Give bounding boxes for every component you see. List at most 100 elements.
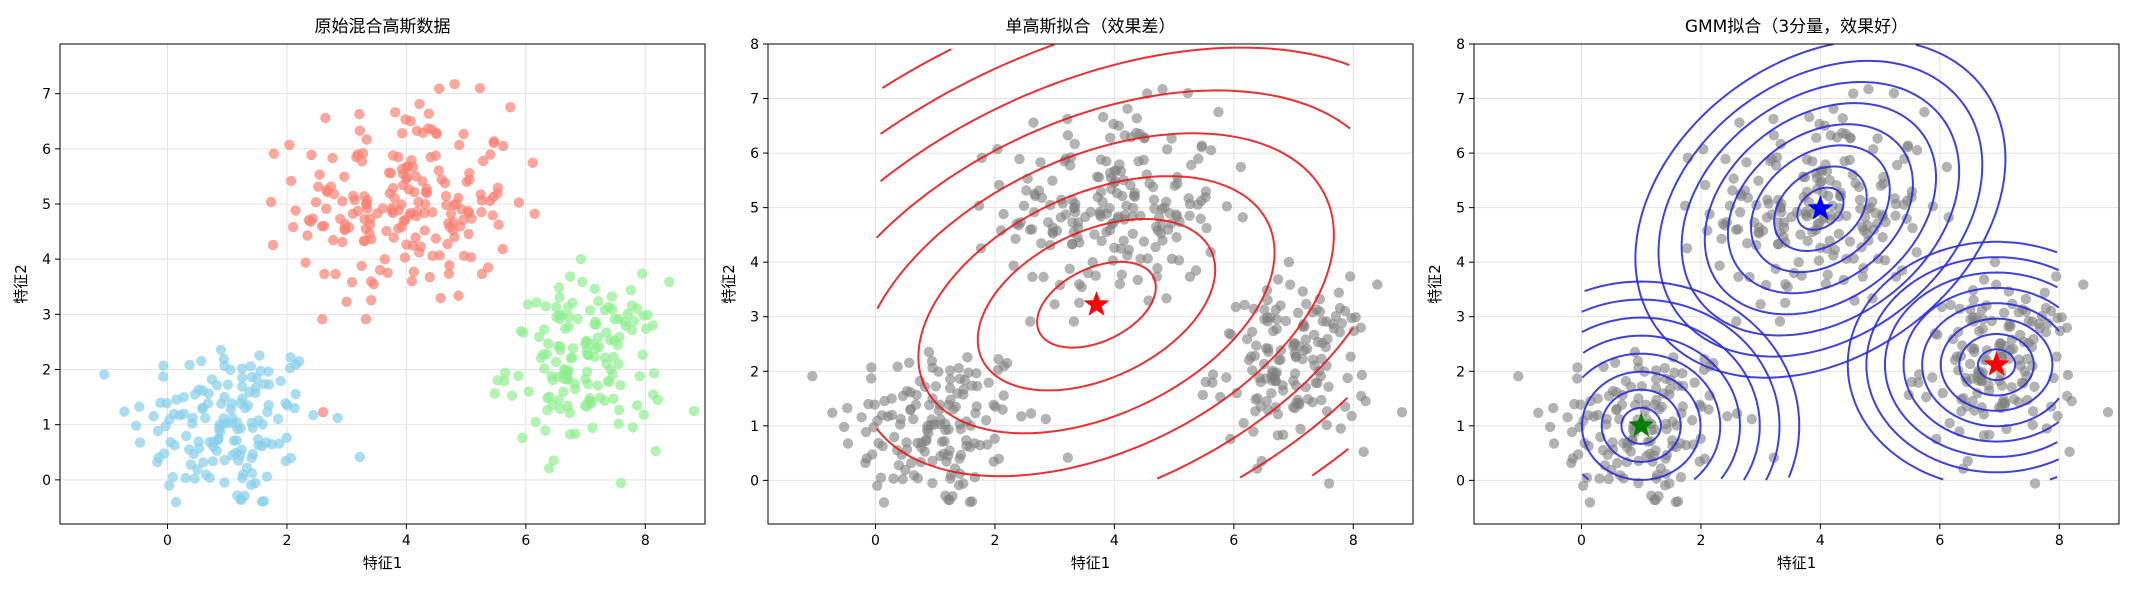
data-point — [2015, 329, 2026, 340]
data-point — [2052, 410, 2063, 422]
data-point — [608, 393, 619, 404]
data-point — [1872, 218, 1883, 229]
data-point — [1562, 412, 1573, 423]
data-point — [539, 324, 550, 335]
data-point — [330, 268, 341, 280]
data-point — [539, 363, 550, 374]
data-point — [1095, 211, 1107, 222]
data-point — [1868, 144, 1879, 155]
data-point — [1651, 394, 1662, 406]
data-point — [1844, 236, 1856, 247]
data-point — [1863, 84, 1874, 95]
data-point — [474, 83, 486, 94]
y-tick-label: 3 — [42, 307, 51, 323]
data-point — [1235, 161, 1247, 173]
data-point — [856, 412, 867, 423]
data-point — [2023, 316, 2034, 327]
data-point — [1297, 353, 1308, 365]
data-point — [1857, 221, 1868, 232]
data-point — [1350, 312, 1361, 323]
data-point — [1813, 255, 1825, 266]
data-point — [435, 292, 446, 304]
data-point — [250, 477, 261, 489]
data-point — [275, 375, 286, 387]
data-points — [807, 84, 1408, 508]
data-point — [587, 422, 598, 433]
data-point — [544, 391, 555, 402]
data-point — [1255, 376, 1266, 388]
data-point — [971, 401, 982, 412]
data-point — [927, 477, 938, 489]
data-point — [1911, 145, 1923, 156]
data-point — [1334, 302, 1346, 314]
data-point — [1857, 271, 1869, 282]
contour-line — [1921, 302, 2060, 428]
data-point — [602, 376, 613, 387]
data-point — [559, 365, 571, 377]
data-point — [1611, 404, 1622, 416]
x-axis-label: 特征1 — [363, 554, 403, 572]
data-point — [408, 266, 419, 277]
data-point — [1278, 429, 1289, 440]
data-point — [1844, 154, 1855, 166]
data-point — [1902, 141, 1913, 153]
data-point — [337, 236, 348, 248]
contour-line — [1600, 388, 1682, 463]
center-markers — [1083, 290, 1110, 316]
data-point — [396, 199, 407, 210]
data-point — [531, 297, 542, 308]
data-point — [933, 366, 944, 377]
data-point — [443, 268, 454, 279]
data-point — [400, 114, 411, 125]
data-point — [211, 445, 222, 456]
data-point — [638, 409, 649, 420]
ticks: 0 2 4 6 8 0 1 2 3 4 5 6 7 8 — [750, 37, 1358, 549]
data-point — [613, 418, 624, 429]
data-point — [401, 239, 412, 250]
data-point — [2039, 287, 2050, 298]
data-point — [1372, 279, 1383, 290]
data-point — [552, 341, 564, 352]
data-point — [1016, 411, 1027, 422]
data-point — [487, 210, 498, 221]
contour-line — [1581, 352, 1722, 481]
data-point — [1087, 257, 1098, 268]
data-point — [1245, 351, 1257, 362]
contours — [1581, 44, 2060, 481]
data-point — [2051, 351, 2062, 362]
data-point — [1064, 263, 1075, 274]
x-tick-label: 0 — [163, 533, 172, 549]
data-point — [1872, 133, 1883, 144]
data-point — [366, 276, 377, 287]
data-point — [1316, 394, 1327, 406]
data-point — [1753, 175, 1764, 186]
y-tick-label: 0 — [1456, 473, 1465, 489]
data-point — [1742, 238, 1753, 249]
data-point — [1026, 224, 1038, 235]
data-point — [1584, 497, 1596, 508]
data-point — [955, 423, 966, 435]
data-point — [250, 387, 261, 399]
x-tick-label: 2 — [282, 533, 291, 549]
data-point — [1898, 199, 1910, 210]
data-point — [218, 354, 230, 365]
data-point — [1196, 141, 1207, 153]
data-point — [1681, 243, 1693, 254]
y-tick-label: 5 — [42, 197, 51, 213]
data-point — [1129, 187, 1141, 198]
data-point — [1014, 153, 1025, 165]
data-point — [449, 232, 460, 243]
data-point — [530, 416, 541, 428]
data-point — [328, 188, 340, 200]
data-point — [258, 496, 270, 507]
data-point — [625, 284, 636, 296]
data-point — [866, 362, 877, 373]
data-point — [842, 402, 853, 414]
data-point — [198, 457, 209, 468]
data-point — [227, 450, 238, 461]
data-point — [499, 367, 511, 378]
data-point — [236, 381, 248, 392]
data-point — [601, 327, 612, 338]
data-point — [1981, 300, 1992, 311]
x-tick-label: 6 — [521, 533, 530, 549]
